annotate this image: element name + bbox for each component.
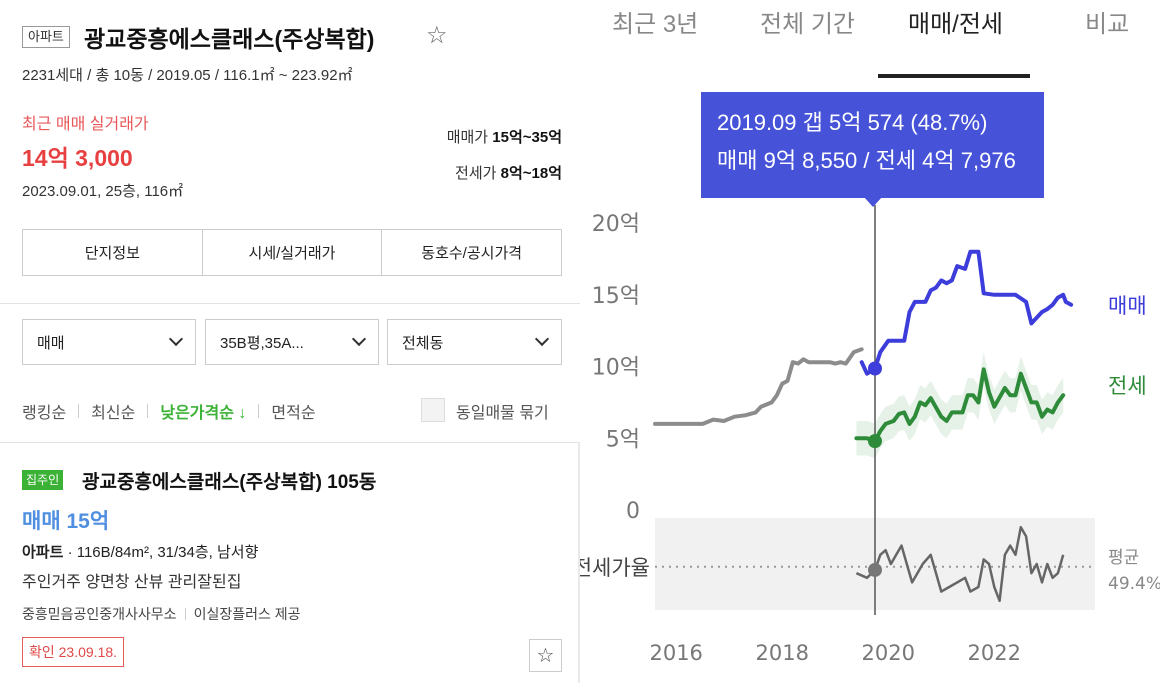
cursor-marker-sale [868, 361, 882, 376]
complex-meta: 2231세대 / 총 10동 / 2019.05 / 116.1㎡ ~ 223.… [22, 67, 353, 84]
recent-price-label: 최근 매매 실거래가 [22, 116, 149, 133]
sort-ranking[interactable]: 랭킹순 [22, 405, 67, 422]
ratio-series-line [855, 525, 1065, 603]
jeonse-range-band [856, 352, 1064, 459]
x-tick-label: 2020 [862, 641, 915, 665]
agent-name[interactable]: 중흥믿음공인중개사사무소 [22, 606, 177, 622]
group-listings-checkbox[interactable] [421, 398, 445, 422]
listing-favorite-star-icon[interactable]: ☆ [529, 639, 562, 672]
listing-item-desc: 주인거주 양면창 산뷰 관리잘된집 [22, 574, 242, 591]
series-line-sale [859, 249, 1074, 376]
listing-item-title[interactable]: 광교중흥에스클래스(주상복합) 105동 [82, 472, 377, 493]
listing-item-type: 아파트 [22, 544, 64, 561]
chart-tooltip: 2019.09 갭 5억 574 (48.7%) 매매 9억 8,550 / 전… [701, 92, 1044, 198]
series-label-jeonse: 전세 [1108, 374, 1147, 398]
sort-latest[interactable]: 최신순 [91, 405, 136, 422]
ratio-average-label: 평균 [1108, 548, 1139, 568]
group-listings-label: 동일매물 묶기 [456, 405, 549, 422]
x-tick-label: 2022 [968, 641, 1021, 665]
trade-type-value: 매매 [37, 334, 65, 352]
chart-tab-compare[interactable]: 비교 [1085, 11, 1130, 38]
chevron-down-icon [534, 331, 550, 347]
listing-panel: 아파트 광교중흥에스클래스(주상복합) ☆ 2231세대 / 총 10동 / 2… [0, 22, 580, 683]
divider [184, 608, 186, 620]
data-provider: 이실장플러스 제공 [193, 606, 301, 622]
area-value: 35B평,35A... [220, 334, 304, 352]
sale-range-value: 15억~35억 [492, 129, 562, 146]
info-tabs: 단지정보 시세/실거래가 동호수/공시가격 [22, 229, 562, 276]
listing-item-price: 매매 15억 [22, 510, 110, 533]
series-line-pre_sale [653, 347, 864, 426]
sale-range-label: 매매가 [446, 129, 489, 146]
cursor-marker-ratio [868, 562, 882, 577]
favorite-star-icon[interactable]: ☆ [426, 22, 448, 49]
jeonse-range: 전세가 8억~18억 [455, 162, 562, 183]
listing-item-spec-detail: · 116B/84m², 31/34층, 남서향 [63, 544, 259, 561]
divider [0, 442, 578, 443]
ratio-label: 전세가율 [580, 556, 650, 580]
tab-unit-public-price[interactable]: 동호수/공시가격 [421, 245, 523, 262]
trade-type-select[interactable]: 매매 [22, 319, 196, 365]
listing-item-spec: 아파트 · 116B/84m², 31/34층, 남서향 [22, 541, 258, 562]
series-line-jeonse [854, 367, 1066, 444]
chevron-down-icon [351, 331, 367, 347]
chart-tab-all-period[interactable]: 전체 기간 [760, 11, 855, 38]
chevron-down-icon [168, 331, 184, 347]
listing-agent: 중흥믿음공인중개사사무소 이실장플러스 제공 [22, 604, 301, 624]
x-tick-label: 2018 [756, 641, 809, 665]
y-tick-label: 20억 [592, 212, 640, 237]
tooltip-gap-line: 2019.09 갭 5억 574 (48.7%) [717, 110, 988, 135]
type-badge: 아파트 [22, 26, 70, 48]
recent-price: 14억 3,000 [22, 145, 133, 171]
y-tick-label: 0 [626, 499, 640, 524]
sort-area[interactable]: 면적순 [271, 405, 316, 422]
divider [258, 404, 260, 418]
divider [0, 303, 580, 304]
sort-options: 랭킹순 최신순 낮은가격순 ↓ 면적순 [22, 399, 316, 423]
y-tick-label: 10억 [592, 356, 640, 381]
tooltip-arrow [864, 197, 882, 207]
cursor-marker-jeonse [868, 434, 882, 449]
recent-detail: 2023.09.01, 25층, 116㎡ [22, 183, 184, 200]
owner-badge: 집주인 [22, 470, 64, 490]
jeonse-range-value: 8억~18억 [500, 165, 562, 182]
active-tab-indicator [878, 74, 1030, 78]
y-tick-label: 5억 [606, 427, 640, 452]
tab-complex-info[interactable]: 단지정보 [23, 230, 203, 275]
building-select[interactable]: 전체동 [387, 319, 562, 365]
tooltip-price-line: 매매 9억 8,550 / 전세 4억 7,976 [717, 148, 1016, 173]
chart-panel: 최근 3년 전체 기간 매매/전세 비교 20억 15억 10억 5억 0 2016 201… [580, 0, 1160, 683]
tab-price-transactions[interactable]: 시세/실거래가 [203, 230, 383, 275]
jeonse-range-label: 전세가 [455, 165, 497, 182]
area-select[interactable]: 35B평,35A... [205, 319, 379, 365]
sale-range: 매매가 15억~35억 [447, 126, 562, 147]
building-value: 전체동 [402, 334, 444, 352]
divider [78, 404, 80, 418]
sort-low-price[interactable]: 낮은가격순 ↓ [160, 405, 247, 422]
confirm-date-badge: 확인 23.09.18. [22, 637, 125, 667]
chart-tab-sale-jeonse[interactable]: 매매/전세 [908, 11, 1003, 38]
series-label-sale: 매매 [1108, 294, 1147, 318]
ratio-average-value: 49.4% [1108, 574, 1160, 594]
chart-tab-recent-3y[interactable]: 최근 3년 [612, 11, 699, 38]
complex-title: 광교중흥에스클래스(주상복합) [84, 26, 375, 52]
y-tick-label: 15억 [592, 284, 640, 309]
x-tick-label: 2016 [649, 641, 702, 665]
divider [147, 404, 149, 418]
divider [578, 442, 580, 683]
